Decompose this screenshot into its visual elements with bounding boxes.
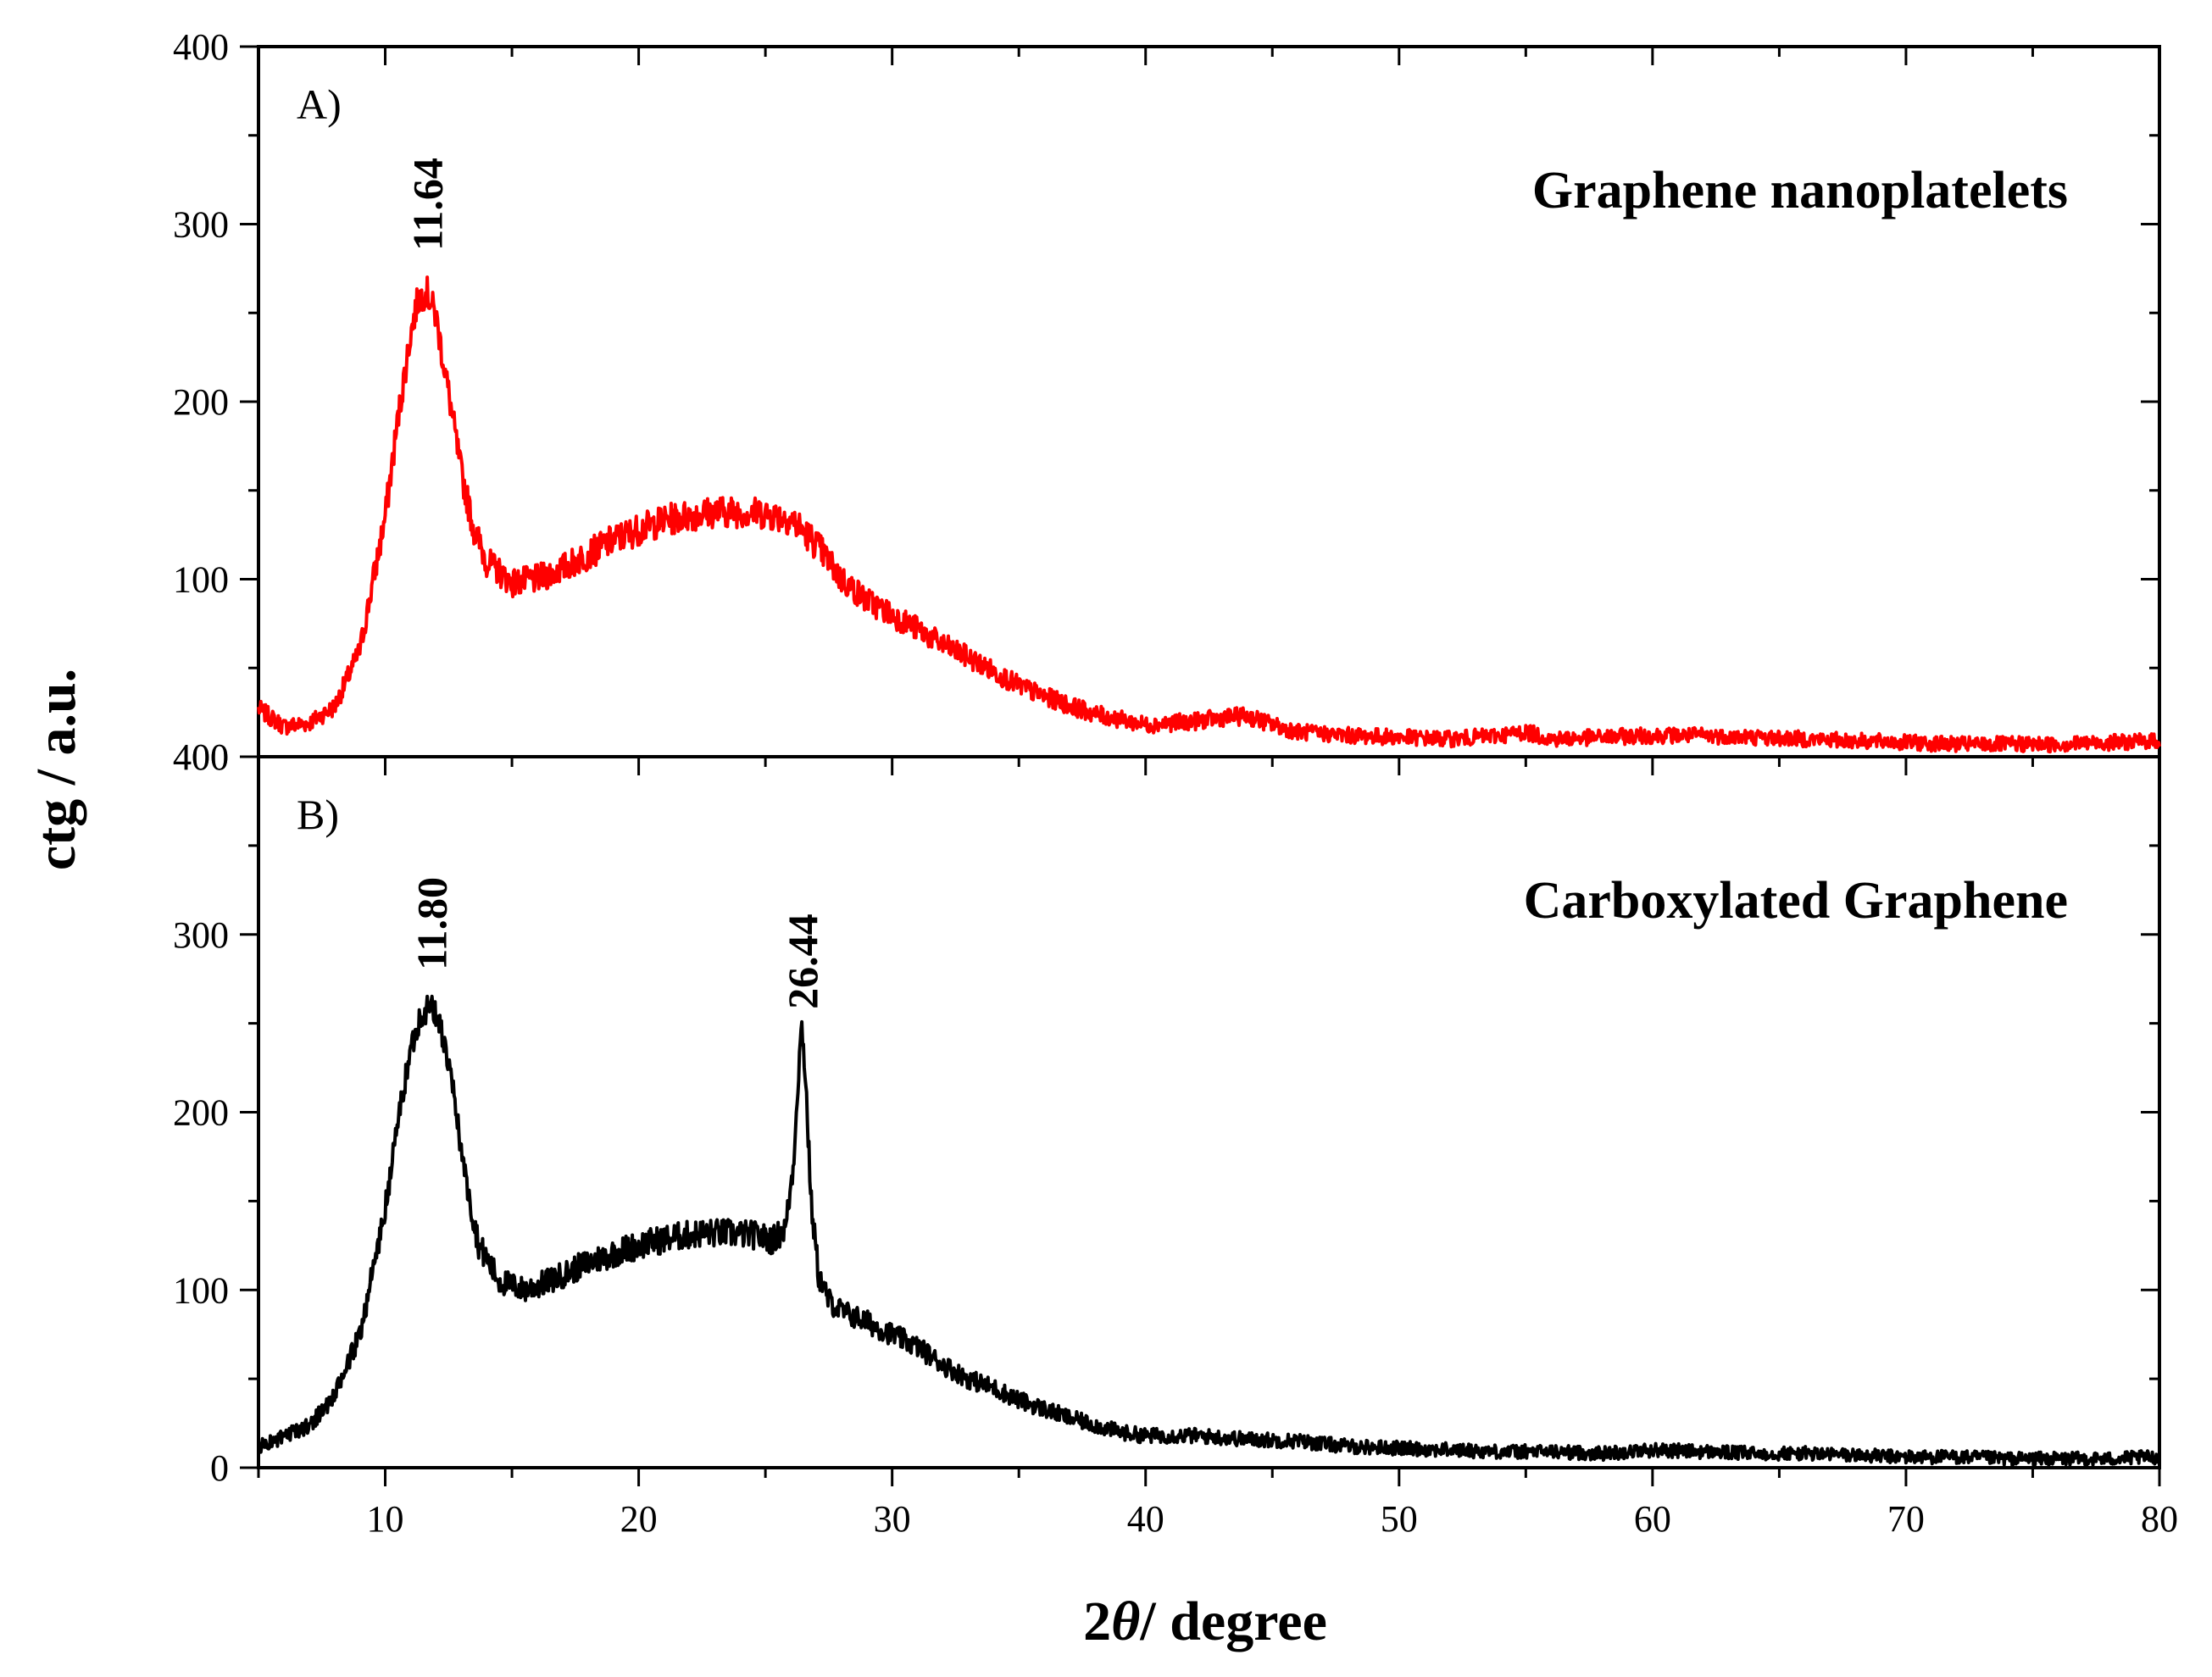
peak-label: 11.64: [404, 158, 452, 251]
x-tick-label: 70: [1887, 1498, 1925, 1540]
panel-b: 0 100 200 300 400 B) Carboxylated Graphene 11.8…: [173, 736, 2161, 1489]
y-tick-label: 100: [173, 1269, 229, 1311]
y-axis-title: ctg / a.u.: [25, 669, 87, 870]
panel-title: Graphene nanoplatelets: [1532, 162, 2068, 219]
panel-a: 100 200 300 400 400 A) Graphene nanoplatelets 1…: [173, 26, 2161, 778]
x-tick-label: 30: [874, 1498, 911, 1540]
x-tick-label: 20: [620, 1498, 658, 1540]
panel-letter: A): [297, 81, 342, 128]
y-tick-label: 300: [173, 204, 229, 246]
plot-frame-1: [257, 755, 2161, 1469]
y-tick-label: 200: [173, 1092, 229, 1134]
x-tick-label: 80: [2141, 1498, 2178, 1540]
panel-letter: B): [297, 791, 339, 838]
y-tick-label: 200: [173, 381, 229, 423]
peak-label: 26.44: [779, 913, 826, 1009]
x-axis: 10 20 30 40 50 60 70 80: [257, 1468, 2178, 1540]
x-axis-title: 2θ/ degree: [1083, 1591, 1327, 1652]
y-tick-label-bottom: 400: [173, 736, 229, 778]
y-tick-label: 100: [173, 559, 229, 601]
x-tick-label: 40: [1127, 1498, 1164, 1540]
x-tick-label: 10: [367, 1498, 404, 1540]
x-tick-label: 60: [1634, 1498, 1671, 1540]
x-axis-title-prefix: 2: [1083, 1591, 1111, 1652]
series-line-0: [257, 275, 2161, 754]
peak-label: 11.80: [408, 877, 455, 970]
panel-title: Carboxylated Graphene: [1524, 872, 2068, 930]
y-tick-label: 400: [173, 736, 229, 778]
y-tick-label: 0: [210, 1447, 229, 1489]
x-axis-title-suffix: / degree: [1139, 1591, 1327, 1652]
plot-frame-0: [257, 45, 2161, 758]
y-tick-label: 400: [173, 26, 229, 68]
series-line-1: [257, 994, 2161, 1468]
y-tick-label: 300: [173, 914, 229, 956]
x-tick-label: 50: [1381, 1498, 1418, 1540]
x-axis-title-symbol: θ: [1111, 1591, 1140, 1652]
